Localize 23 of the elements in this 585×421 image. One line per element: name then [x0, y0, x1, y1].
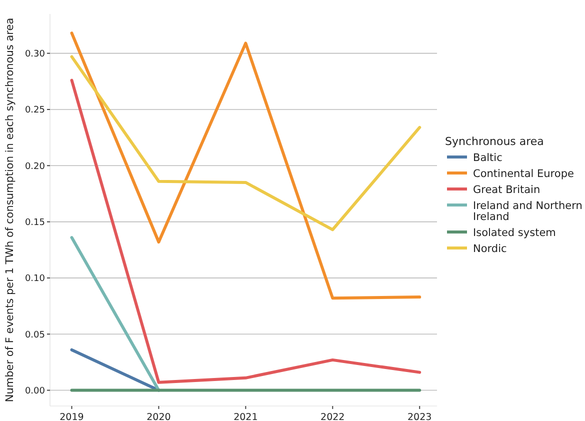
y-tick-label: 0.15: [24, 218, 45, 228]
legend-label: Continental Europe: [473, 168, 574, 180]
line-series: [70, 55, 422, 232]
x-tick-label: 2020: [146, 412, 171, 421]
y-tick-label: 0.30: [24, 49, 46, 60]
legend-label: Baltic: [473, 152, 503, 164]
x-tick-label: 2019: [60, 412, 84, 421]
line-series: [70, 78, 422, 384]
legend-label: Ireland and Northern Ireland: [473, 200, 582, 223]
y-tick-label: 0.20: [24, 162, 46, 172]
y-tick-label: 0.10: [24, 274, 46, 284]
y-tick-label: 0.05: [24, 330, 45, 340]
legend-label: Isolated system: [473, 227, 556, 239]
y-tick-label: 0.25: [24, 106, 45, 116]
x-tick-label: 2022: [320, 412, 345, 421]
x-tick-label: 2021: [234, 412, 258, 421]
legend-label: Nordic: [473, 243, 507, 255]
x-tick-label: 2023: [408, 412, 432, 421]
legend-title: Synchronous area: [445, 135, 544, 148]
y-tick-label: 0.00: [24, 386, 46, 396]
y-axis-title: Number of F events per 1 TWh of consumption in each synchronous area: [4, 18, 16, 402]
legend-label: Great Britain: [473, 184, 540, 196]
line-series: [70, 32, 422, 300]
